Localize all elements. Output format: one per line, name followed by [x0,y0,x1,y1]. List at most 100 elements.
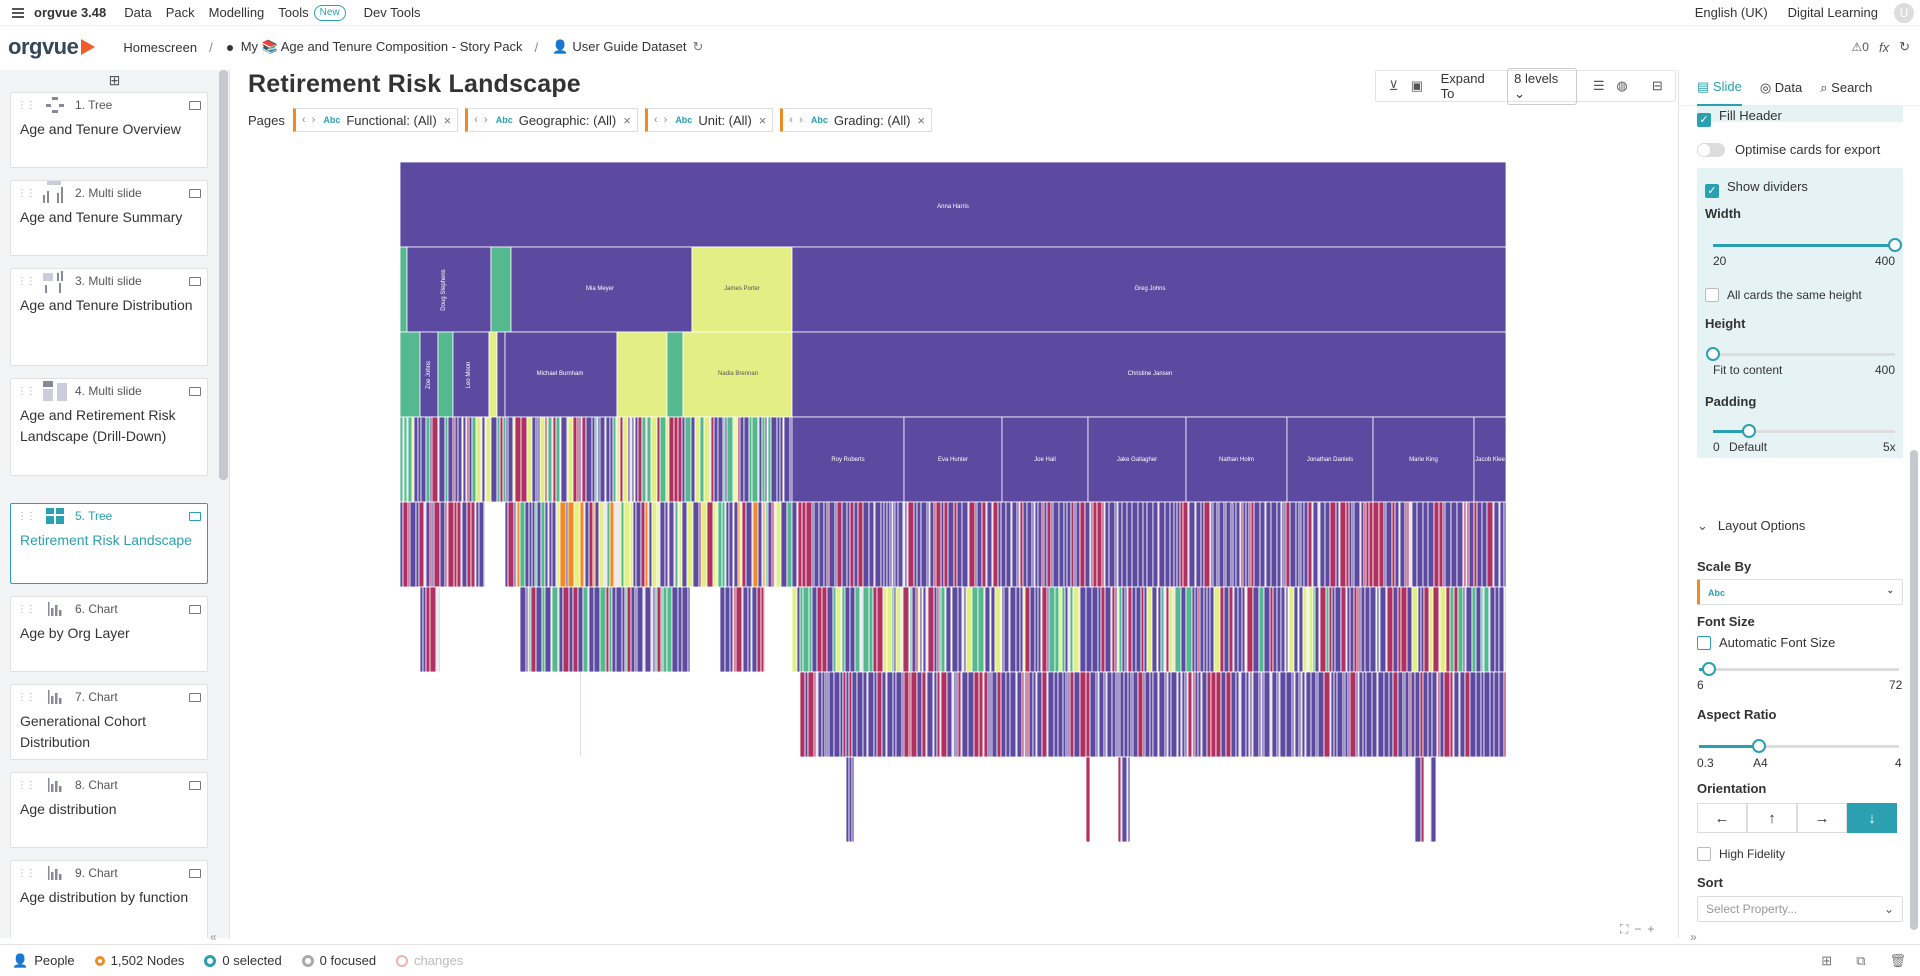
tree-leaf-node[interactable] [745,501,753,588]
tree-level3-node[interactable] [1185,416,1288,503]
tree-leaf-node[interactable] [413,416,419,503]
tree-leaf-node[interactable] [1276,501,1282,588]
tree-leaf-node[interactable] [1353,586,1358,673]
tree-leaf-node[interactable] [1127,586,1133,673]
tree-leaf-node[interactable] [1085,671,1091,758]
tree-level3-node[interactable] [1372,416,1475,503]
tree-level2-node[interactable] [791,331,1506,418]
tree-leaf-node[interactable] [967,671,975,758]
tree-leaf-node[interactable] [567,501,575,588]
tree-leaf-node[interactable] [1368,501,1374,588]
tree-leaf-node[interactable] [582,586,589,673]
add-node-icon[interactable]: ⊞ [1821,952,1833,968]
expand-panel-icon[interactable]: » [1690,930,1697,944]
filter-functional[interactable]: ‹ › Abc Functional: (All) × [292,108,459,132]
tree-leaf-node[interactable] [630,586,636,673]
filter-nav-arrows-icon[interactable]: ‹ › [301,114,316,126]
tree-leaf-node[interactable] [585,416,593,503]
tree-leaf-node[interactable] [1177,671,1182,758]
tree-leaf-node[interactable] [577,586,584,673]
arrow-right-icon[interactable]: → [1797,803,1847,833]
tree-leaf-node[interactable] [1340,586,1347,673]
tree-leaf-node[interactable] [808,586,813,673]
changes-indicator[interactable]: changes [396,953,463,968]
tab-slide[interactable]: ▤ Slide [1697,70,1742,106]
tree-leaf-node[interactable] [1457,586,1464,673]
tree-leaf-node[interactable] [1345,501,1350,588]
tree-leaf-node[interactable] [1481,501,1488,588]
tree-leaf-node[interactable] [677,586,683,673]
tree-leaf-node[interactable] [531,501,536,588]
tree-leaf-node[interactable] [609,416,614,503]
tree-leaf-node[interactable] [913,501,918,588]
tree-leaf-node[interactable] [544,501,549,588]
tree-leaf-node[interactable] [425,416,431,503]
tree-leaf-node[interactable] [668,416,675,503]
tree-leaf-node[interactable] [1259,501,1266,588]
tree-leaf-node[interactable] [1397,586,1402,673]
tree-leaf-node[interactable] [757,501,763,588]
tree-leaf-node[interactable] [882,586,888,673]
tree-leaf-node[interactable] [1218,501,1225,588]
tree-leaf-node[interactable] [1372,501,1380,588]
tree-leaf-node[interactable] [1118,586,1123,673]
tree-leaf-node[interactable] [700,501,708,588]
tree-leaf-node[interactable] [725,501,730,588]
tree-leaf-node[interactable] [1069,586,1074,673]
tree-leaf-node[interactable] [530,586,537,673]
slide-card-3[interactable]: ⋮⋮ 3. Multi slide Age and Tenure Distribu… [10,268,208,366]
tree-level3-node[interactable] [903,416,1003,503]
tree-leaf-node[interactable] [799,671,806,758]
tree-leaf-node[interactable] [1034,586,1039,673]
tree-leaf-node[interactable] [1070,501,1075,588]
tree-leaf-node[interactable] [1143,586,1148,673]
tree-level2-node[interactable] [400,331,421,418]
slide-card-9[interactable]: ⋮⋮ 9. Chart Age distribution by function [10,860,208,938]
tree-leaf-node[interactable] [1072,586,1080,673]
tree-leaf-node[interactable] [1167,671,1172,758]
tree-leaf-node[interactable] [780,501,788,588]
tree-leaf-node[interactable] [1433,501,1440,588]
tree-leaf-node[interactable] [1089,671,1097,758]
drag-handle-icon[interactable]: ⋮⋮ [17,275,36,287]
tree-leaf-node[interactable] [540,501,546,588]
comment-icon[interactable] [189,101,201,110]
tree-leaf-node[interactable] [507,416,514,503]
tree-leaf-node[interactable] [1483,671,1491,758]
tree-leaf-node[interactable] [656,586,662,673]
tree-leaf-node[interactable] [1377,671,1385,758]
tree-leaf-node[interactable] [1453,586,1459,673]
tree-leaf-node[interactable] [760,586,765,673]
tree-leaf-node[interactable] [461,501,468,588]
arrow-down-icon[interactable]: ↓ [1847,803,1897,833]
tree-leaf-node[interactable] [1383,671,1390,758]
tree-leaf-node[interactable] [1473,501,1478,588]
tree-leaf-node[interactable] [606,501,611,588]
tree-leaf-node[interactable] [551,586,559,673]
tree-leaf-node[interactable] [400,416,404,503]
tree-leaf-node[interactable] [644,501,649,588]
tree-leaf-node[interactable] [1121,756,1128,843]
tree-leaf-node[interactable] [872,586,878,673]
tree-leaf-node[interactable] [1279,671,1287,758]
tree-leaf-node[interactable] [1385,501,1393,588]
tree-leaf-node[interactable] [1015,586,1021,673]
tree-leaf-node[interactable] [1160,586,1165,673]
tree-leaf-node[interactable] [1119,671,1125,758]
tree-leaf-node[interactable] [539,416,546,503]
tree-leaf-node[interactable] [1180,586,1187,673]
card-icon[interactable]: ▣ [1410,78,1424,93]
tree-leaf-node[interactable] [748,416,753,503]
tree-leaf-node[interactable] [556,501,561,588]
tree-leaf-node[interactable] [1142,501,1148,588]
fit-screen-icon[interactable]: ⛶ [1620,922,1629,936]
tree-leaf-node[interactable] [770,416,778,503]
tree-leaf-node[interactable] [1022,501,1028,588]
tree-leaf-node[interactable] [687,586,691,673]
filter-nav-arrows-icon[interactable]: ‹ › [789,114,803,126]
tree-leaf-node[interactable] [1182,501,1189,588]
tree-leaf-node[interactable] [648,501,653,588]
tree-leaf-node[interactable] [984,586,991,673]
tree-leaf-node[interactable] [706,501,714,588]
tree-level2-node[interactable] [437,331,454,418]
